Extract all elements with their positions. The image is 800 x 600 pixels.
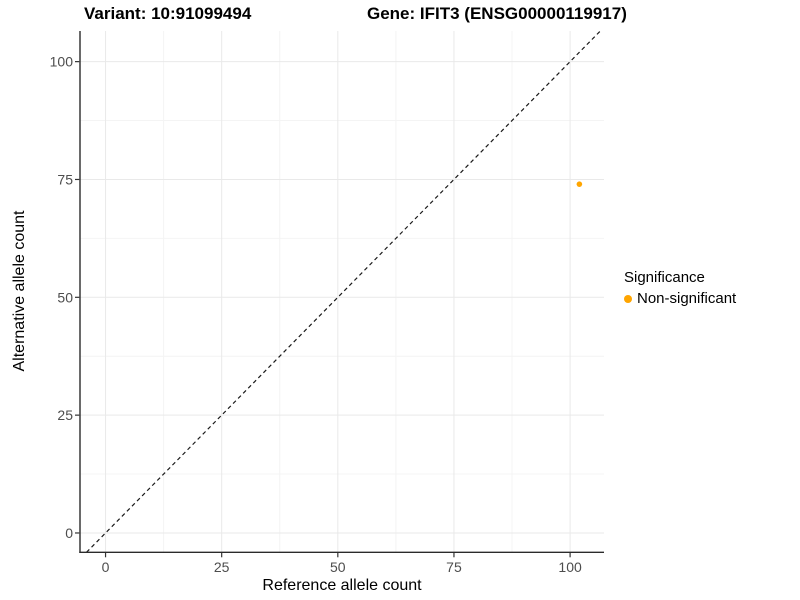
variant-title: Variant: 10:91099494 (84, 4, 252, 23)
legend-item-label: Non-significant (637, 290, 737, 307)
x-tick-label: 50 (330, 559, 346, 575)
y-tick-label: 0 (65, 525, 73, 541)
y-tick-label: 25 (57, 407, 73, 423)
y-tick-label: 50 (57, 289, 73, 305)
y-tick-label: 100 (50, 54, 74, 70)
x-tick-label: 100 (558, 559, 582, 575)
legend-item: Non-significant (622, 290, 736, 307)
data-point (576, 181, 583, 187)
x-axis-title: Reference allele count (262, 577, 422, 594)
gene-title: Gene: IFIT3 (ENSG00000119917) (367, 4, 627, 23)
y-axis-title: Alternative allele count (11, 210, 28, 372)
x-tick-label: 75 (446, 559, 462, 575)
x-tick-label: 25 (214, 559, 230, 575)
legend: Significance Non-significant (622, 269, 736, 307)
y-tick-label: 75 (57, 171, 73, 187)
legend-point-icon (624, 294, 632, 303)
legend-title: Significance (624, 269, 705, 286)
x-tick-label: 0 (102, 559, 110, 575)
